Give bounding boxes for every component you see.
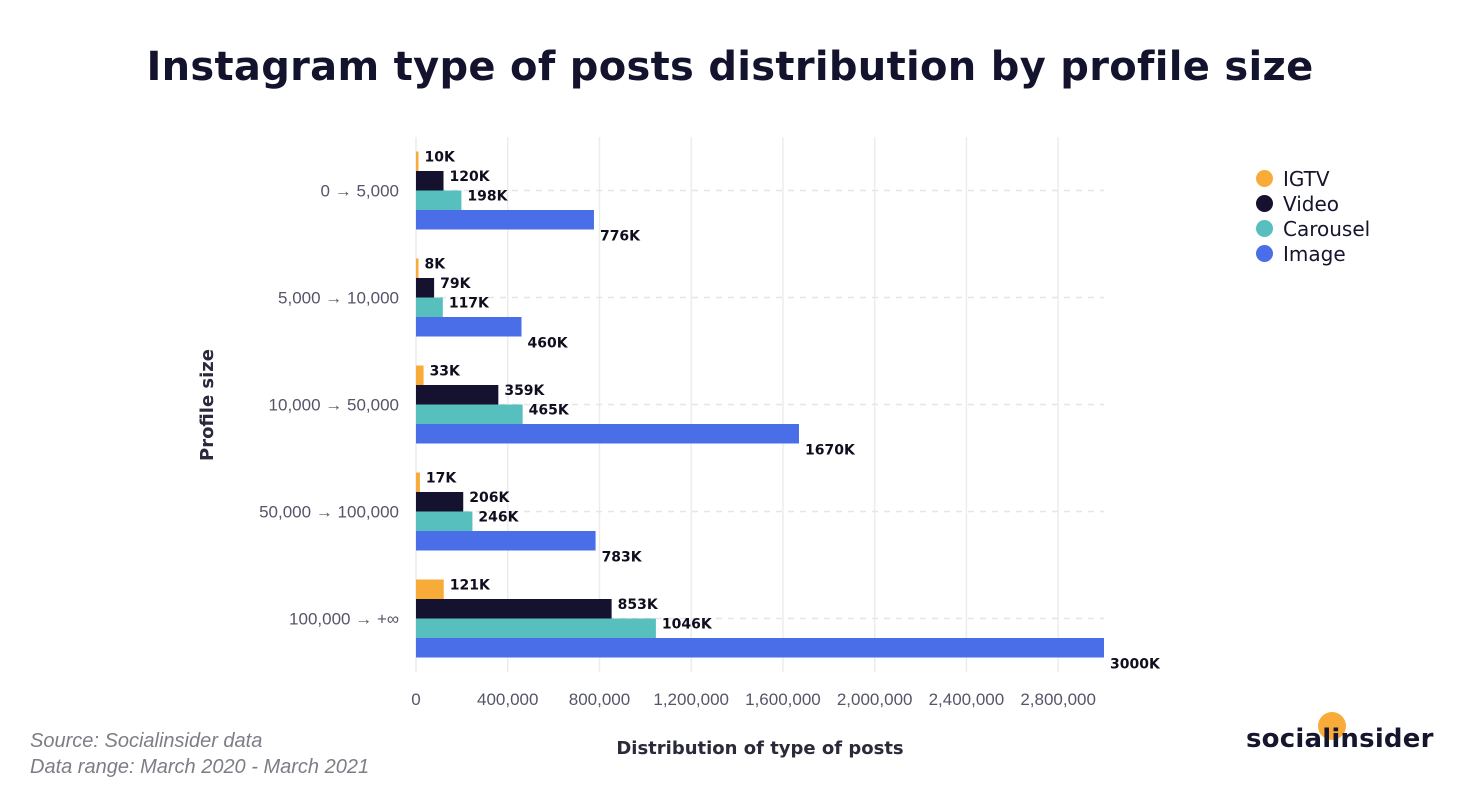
value-label: 465K	[529, 402, 570, 418]
chart-title: Instagram type of posts distribution by …	[146, 44, 1314, 90]
x-tick-label: 2,000,000	[837, 690, 913, 709]
value-labels: 10K 120K 198K 776K 8K 79K 117K 460K 33K 359K 465K 1…	[425, 149, 1161, 672]
bar-carousel	[416, 511, 473, 531]
bar-video	[416, 278, 435, 298]
value-label: 79K	[440, 276, 471, 292]
legend-item-carousel: Carousel	[1256, 216, 1370, 241]
x-tick-label: 800,000	[569, 690, 630, 709]
x-tick-label: 2,800,000	[1020, 690, 1096, 709]
source-line: Source: Socialinsider data	[30, 730, 263, 752]
x-tick-label: 0	[411, 690, 420, 709]
x-tick-label: 2,400,000	[929, 690, 1005, 709]
value-label: 198K	[467, 188, 508, 204]
bar-video	[416, 385, 499, 405]
date-range-line: Data range: March 2020 - March 2021	[30, 756, 370, 778]
category-label: 10,000 → 50,000	[269, 396, 399, 415]
brand-logo: socialinsider	[1246, 710, 1433, 760]
legend-item-video: Video	[1256, 191, 1370, 216]
legend-dot-icon	[1256, 170, 1273, 187]
bar-igtv	[416, 151, 419, 171]
value-label: 460K	[527, 335, 568, 351]
value-label: 776K	[600, 228, 641, 244]
x-tick-labels: 0 400,000 800,000 1,200,000 1,600,000 2,000,0…	[411, 690, 1096, 709]
legend-label: Carousel	[1283, 216, 1371, 241]
legend-label: Image	[1283, 241, 1346, 266]
value-label: 783K	[602, 549, 643, 565]
value-label: 33K	[430, 363, 461, 379]
bar-carousel	[416, 618, 656, 638]
legend-item-igtv: IGTV	[1256, 166, 1370, 191]
value-label: 1046K	[662, 616, 713, 632]
value-label: 206K	[469, 490, 510, 506]
bar-carousel	[416, 190, 462, 210]
value-label: 10K	[425, 149, 456, 165]
x-axis-label: Distribution of type of posts	[616, 738, 903, 759]
bar-image	[416, 638, 1104, 658]
bar-carousel	[416, 404, 523, 424]
bar-igtv	[416, 472, 420, 492]
bar-carousel	[416, 297, 443, 317]
bar-image	[416, 424, 799, 444]
category-labels: 0 → 5,000 5,000 → 10,000 10,000 → 50,000 50…	[259, 182, 399, 629]
bar-video	[416, 492, 464, 512]
value-label: 120K	[450, 169, 491, 185]
legend-label: IGTV	[1283, 166, 1330, 191]
legend-dot-icon	[1256, 220, 1273, 237]
value-label: 121K	[450, 577, 491, 593]
legend: IGTV Video Carousel Image	[1256, 166, 1370, 266]
bar-igtv	[416, 365, 424, 385]
value-label: 8K	[425, 256, 447, 272]
bar-video	[416, 599, 612, 619]
bar-image	[416, 531, 596, 551]
source-note: Source: Socialinsider data Data range: M…	[30, 728, 369, 780]
value-label: 359K	[504, 383, 545, 399]
legend-label: Video	[1283, 191, 1340, 216]
x-tick-label: 400,000	[477, 690, 538, 709]
legend-item-image: Image	[1256, 241, 1370, 266]
bar-video	[416, 171, 444, 191]
value-label: 1670K	[805, 442, 856, 458]
value-label: 246K	[478, 509, 519, 525]
category-label: 100,000 → +∞	[289, 610, 399, 629]
bars	[416, 151, 1104, 658]
value-label: 3000K	[1110, 656, 1161, 672]
x-tick-label: 1,600,000	[745, 690, 821, 709]
category-label: 0 → 5,000	[321, 182, 399, 201]
legend-dot-icon	[1256, 195, 1273, 212]
legend-dot-icon	[1256, 245, 1273, 262]
brand-name: socialinsider	[1246, 724, 1434, 754]
x-tick-label: 1,200,000	[653, 690, 729, 709]
bar-igtv	[416, 579, 444, 599]
value-label: 117K	[449, 295, 490, 311]
value-label: 17K	[426, 470, 457, 486]
logo-smiley-icon	[1318, 712, 1346, 740]
category-label: 50,000 → 100,000	[259, 503, 399, 522]
value-label: 853K	[618, 597, 659, 613]
category-label: 5,000 → 10,000	[278, 289, 399, 308]
bar-image	[416, 317, 522, 337]
y-axis-label: Profile size	[197, 349, 218, 461]
bar-igtv	[416, 258, 419, 278]
bar-image	[416, 210, 594, 230]
